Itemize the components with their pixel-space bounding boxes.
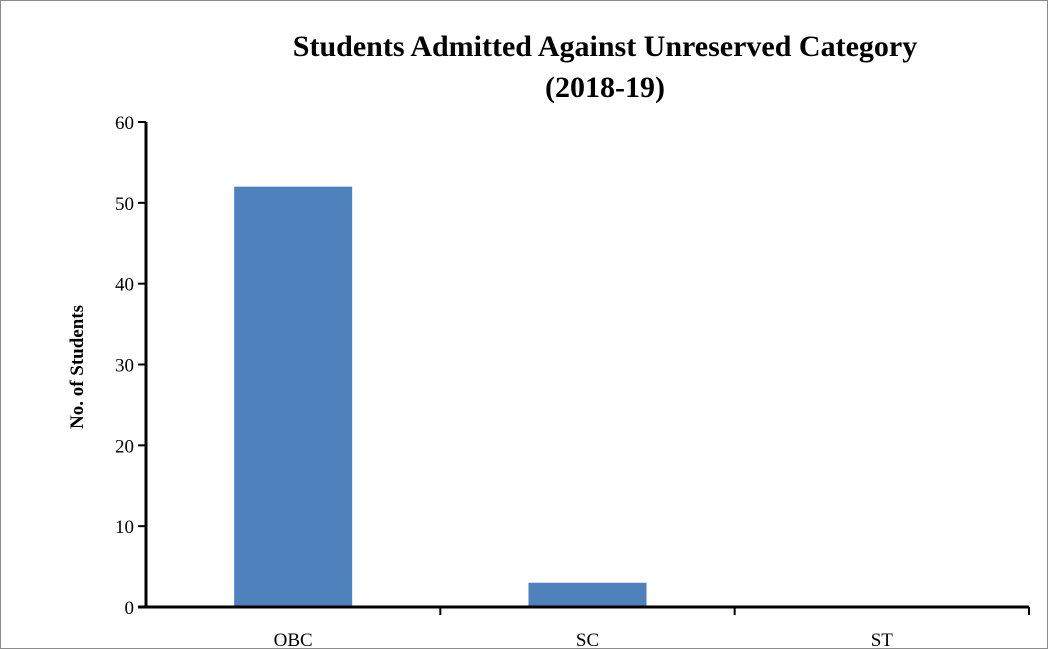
y-axis-title: No. of Students xyxy=(67,305,88,429)
bar-sc xyxy=(528,582,647,607)
y-tick-label: 50 xyxy=(115,194,134,215)
y-tick-label: 10 xyxy=(115,517,134,538)
y-tick-label: 0 xyxy=(125,598,135,619)
x-tick-label: OBC xyxy=(274,630,313,648)
y-tick-label: 40 xyxy=(115,275,134,296)
y-tick-label: 30 xyxy=(115,356,134,377)
bar-obc xyxy=(234,186,353,607)
x-tick-label: SC xyxy=(576,630,599,648)
y-tick-label: 60 xyxy=(115,113,134,134)
chart-subtitle: (2018-19) xyxy=(545,71,665,104)
y-tick-label: 20 xyxy=(115,436,134,457)
chart-title: Students Admitted Against Unreserved Cat… xyxy=(293,30,917,63)
plot-area: 0 10 20 30 40 50 60 OBC SC ST xyxy=(115,113,1030,648)
x-tick-label: ST xyxy=(871,630,894,648)
